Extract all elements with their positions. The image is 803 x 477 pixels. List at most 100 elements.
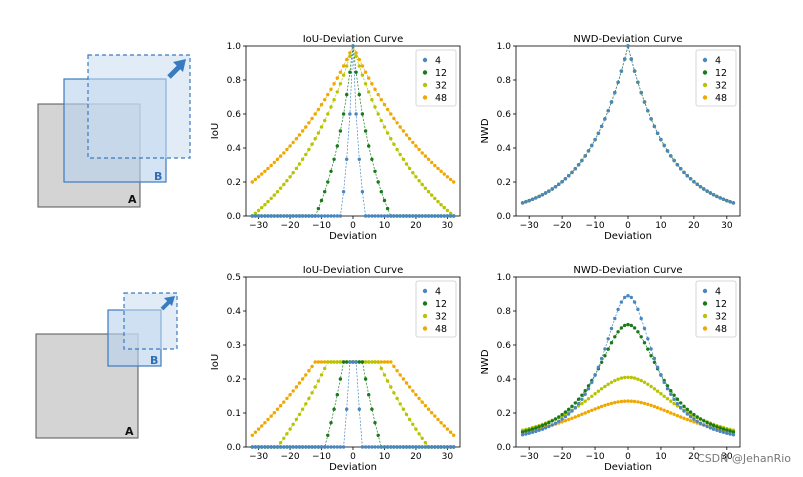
data-point: [313, 214, 317, 218]
data-point: [367, 360, 371, 364]
data-point: [385, 107, 390, 112]
data-point: [639, 400, 643, 405]
data-point: [560, 412, 564, 417]
data-point: [351, 360, 355, 364]
data-point: [537, 425, 541, 429]
series-12: [520, 322, 736, 434]
data-point: [685, 174, 689, 178]
legend-box: [695, 280, 737, 338]
data-point: [357, 407, 361, 411]
data-point: [329, 214, 333, 218]
data-point: [291, 389, 295, 393]
data-point: [401, 407, 406, 411]
data-point: [392, 142, 396, 146]
data-point: [639, 335, 643, 339]
data-point: [256, 214, 261, 218]
data-point: [596, 365, 601, 369]
data-point: [367, 90, 371, 94]
y-tick-label: 0.0: [497, 443, 512, 453]
box-a-label-top: A: [128, 193, 137, 206]
x-tick-label: −20: [553, 221, 572, 231]
data-point: [679, 401, 683, 405]
data-point: [655, 406, 660, 410]
x-tick-label: −20: [553, 452, 572, 462]
data-point: [636, 330, 640, 334]
data-point: [609, 326, 614, 331]
data-point: [715, 425, 719, 429]
data-point: [354, 54, 358, 58]
data-point: [253, 211, 258, 215]
data-point: [442, 445, 446, 449]
data-point: [423, 186, 428, 190]
data-point: [282, 445, 286, 449]
data-point: [728, 432, 732, 436]
data-point: [332, 157, 336, 161]
data-point: [341, 73, 346, 77]
legend-label-12: 12: [715, 299, 727, 310]
data-point: [392, 116, 396, 121]
data-point: [253, 177, 258, 182]
data-point: [557, 415, 561, 419]
data-point: [623, 295, 627, 300]
data-point: [665, 409, 670, 414]
data-point: [725, 428, 729, 432]
data-point: [319, 360, 324, 364]
data-point: [404, 412, 409, 417]
data-point: [655, 131, 660, 135]
data-point: [520, 433, 525, 437]
data-point: [291, 171, 295, 175]
data-point: [682, 170, 686, 175]
data-point: [332, 214, 336, 218]
data-point: [367, 214, 371, 218]
data-point: [420, 445, 424, 449]
data-point: [307, 121, 311, 125]
data-point: [323, 445, 327, 449]
data-point: [319, 214, 324, 218]
data-point: [423, 214, 428, 218]
data-point: [567, 407, 571, 411]
data-point: [423, 404, 428, 408]
y-tick-label: 0.4: [497, 375, 512, 385]
x-tick-label: −30: [520, 221, 539, 231]
data-point: [250, 180, 254, 184]
data-point: [430, 445, 434, 449]
data-point: [642, 100, 647, 104]
data-point: [345, 360, 349, 364]
data-point: [345, 57, 349, 62]
data-point: [288, 144, 292, 148]
data-point: [300, 445, 305, 449]
data-point: [652, 356, 657, 361]
data-point: [272, 160, 276, 165]
data-point: [524, 200, 528, 204]
data-point: [708, 191, 713, 195]
box-diagram-bottom: A B: [35, 292, 178, 439]
data-point: [583, 389, 587, 393]
data-point: [363, 82, 368, 86]
data-point: [404, 445, 409, 449]
data-point: [442, 205, 446, 210]
data-point: [530, 427, 535, 431]
data-point: [619, 399, 624, 404]
data-point: [285, 396, 289, 401]
y-axis-label: IoU: [210, 123, 221, 139]
data-point: [326, 214, 330, 218]
data-point: [278, 186, 283, 190]
data-point: [313, 360, 317, 364]
data-point: [590, 143, 594, 148]
data-point: [370, 407, 374, 411]
data-point: [590, 408, 594, 412]
data-point: [329, 445, 333, 449]
data-point: [619, 326, 624, 330]
data-point: [376, 112, 380, 116]
data-point: [613, 90, 617, 95]
chart-3: IoU-Deviation Curve −30 −20 −10 0 10 20 30 0.0 0.…: [210, 265, 461, 473]
x-tick-label: −10: [586, 221, 605, 231]
data-point: [332, 82, 336, 86]
x-tick-label: 0: [625, 452, 631, 462]
data-point: [275, 445, 280, 449]
data-point: [360, 64, 365, 68]
data-point: [682, 416, 686, 420]
data-point: [414, 214, 418, 218]
data-point: [698, 421, 703, 425]
